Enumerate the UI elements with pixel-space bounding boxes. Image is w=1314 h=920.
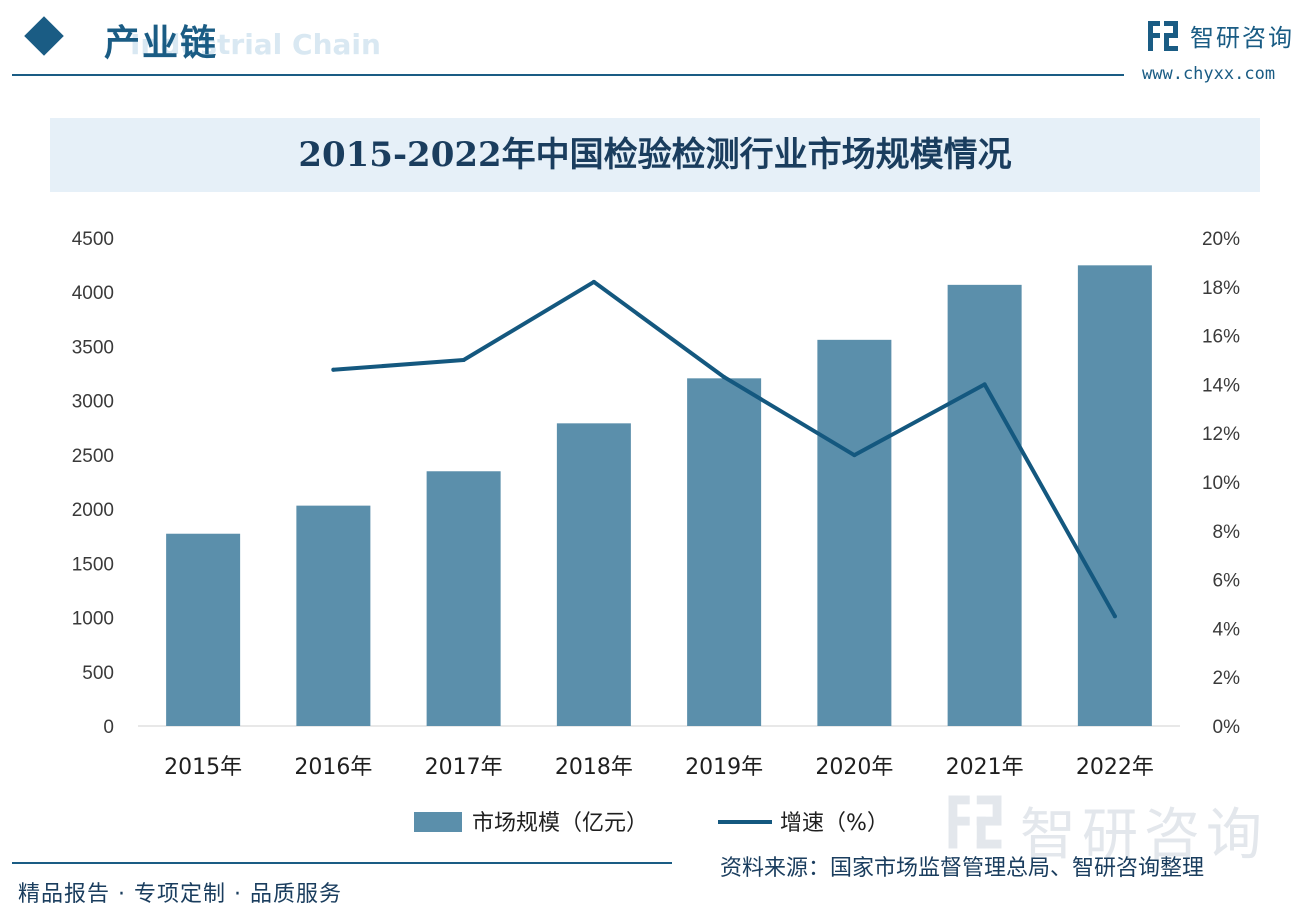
growth-line-point bbox=[461, 358, 466, 362]
growth-line-point bbox=[1112, 614, 1117, 619]
bar bbox=[947, 284, 1022, 726]
right-axis-tick-label: 18% bbox=[1202, 278, 1240, 299]
watermark-text: 智研咨询 bbox=[1020, 803, 1268, 868]
right-axis-tick-label: 8% bbox=[1213, 522, 1241, 543]
site-url[interactable]: www.chyxx.com bbox=[1142, 64, 1276, 84]
brand-name: 智研咨询 bbox=[1190, 24, 1294, 52]
x-axis-tick-label: 2016年 bbox=[294, 755, 372, 780]
right-axis-tick-label: 20% bbox=[1202, 229, 1240, 250]
brand[interactable]: 智研咨询 bbox=[1146, 18, 1294, 53]
growth-line-point bbox=[852, 453, 857, 458]
x-axis-tick-label: 2019年 bbox=[685, 755, 763, 780]
left-axis-tick-label: 3000 bbox=[72, 392, 114, 413]
right-axis-tick-label: 12% bbox=[1202, 424, 1240, 445]
left-axis-tick-label: 2500 bbox=[72, 446, 114, 467]
right-axis-tick-label: 10% bbox=[1202, 473, 1240, 494]
bar bbox=[556, 423, 631, 726]
bar bbox=[1077, 265, 1152, 726]
left-axis-tick-label: 4500 bbox=[72, 229, 114, 250]
x-axis-tick-label: 2020年 bbox=[815, 755, 893, 780]
growth-line-point bbox=[591, 279, 596, 284]
bar bbox=[166, 533, 241, 726]
section-title: 产业链 bbox=[104, 23, 219, 64]
right-axis-tick-label: 2% bbox=[1213, 668, 1241, 689]
growth-line-point bbox=[331, 367, 336, 372]
right-axis-tick-label: 4% bbox=[1213, 619, 1241, 640]
growth-line-point bbox=[722, 375, 727, 380]
right-axis-tick-label: 14% bbox=[1202, 375, 1240, 396]
left-axis-tick-label: 0 bbox=[103, 717, 114, 738]
bar bbox=[817, 339, 892, 726]
left-axis-tick-label: 4000 bbox=[72, 283, 114, 304]
left-axis-tick-label: 500 bbox=[82, 663, 114, 684]
x-axis-tick-label: 2015年 bbox=[164, 755, 242, 780]
legend-bar-label: 市场规模（亿元） bbox=[472, 811, 648, 836]
header-divider bbox=[12, 74, 1124, 76]
legend-line-label: 增速（%） bbox=[780, 811, 889, 836]
x-axis-tick-label: 2018年 bbox=[555, 755, 633, 780]
bar bbox=[426, 471, 501, 726]
left-axis-tick-label: 2000 bbox=[72, 500, 114, 521]
x-axis-tick-label: 2017年 bbox=[425, 755, 503, 780]
section-subtitle: Industrial Chain bbox=[130, 28, 381, 61]
watermark-logo-icon bbox=[945, 792, 1005, 852]
footer-divider bbox=[12, 862, 672, 864]
title-band bbox=[50, 118, 1260, 192]
left-axis-tick-label: 1500 bbox=[72, 554, 114, 575]
bar bbox=[687, 378, 762, 726]
bar bbox=[296, 505, 371, 726]
right-axis-tick-label: 0% bbox=[1213, 717, 1241, 738]
data-source: 资料来源：国家市场监督管理总局、智研咨询整理 bbox=[720, 856, 1205, 881]
brand-logo-icon bbox=[1146, 19, 1180, 53]
left-axis-tick-label: 1000 bbox=[72, 609, 114, 630]
x-axis-tick-label: 2022年 bbox=[1076, 755, 1154, 780]
right-axis-tick-label: 6% bbox=[1213, 571, 1241, 592]
right-axis-tick-label: 16% bbox=[1202, 327, 1240, 348]
x-axis-tick-label: 2021年 bbox=[946, 755, 1024, 780]
growth-line-point bbox=[982, 382, 987, 387]
left-axis-tick-label: 3500 bbox=[72, 337, 114, 358]
chart-title: 2015-2022年中国检验检测行业市场规模情况 bbox=[298, 135, 1012, 175]
footer-tagline: 精品报告 · 专项定制 · 品质服务 bbox=[18, 882, 342, 907]
legend-bar-swatch bbox=[414, 812, 462, 832]
